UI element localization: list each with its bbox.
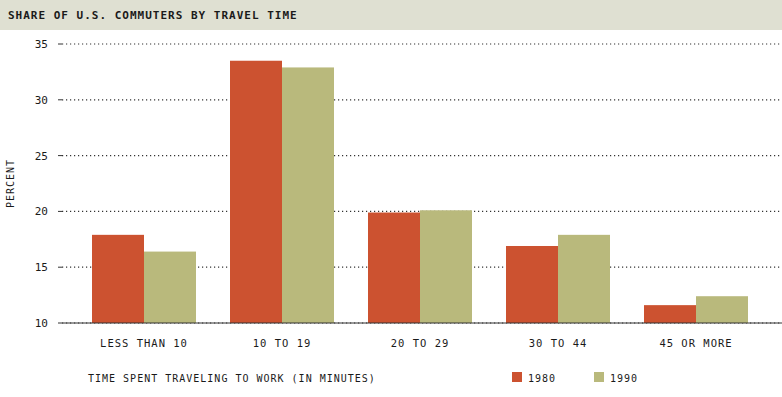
bar	[696, 296, 748, 323]
bar	[420, 210, 472, 323]
chart-container: SHARE OF U.S. COMMUTERS BY TRAVEL TIME 10…	[0, 0, 782, 397]
bar	[644, 305, 696, 323]
bar	[92, 235, 144, 323]
y-tick	[58, 267, 62, 268]
y-tick	[58, 44, 62, 45]
bars	[92, 61, 748, 323]
y-tick	[58, 155, 62, 156]
y-tick	[58, 211, 62, 212]
x-tick-label: 45 OR MORE	[659, 337, 732, 349]
chart-svg: SHARE OF U.S. COMMUTERS BY TRAVEL TIME 10…	[0, 0, 782, 397]
y-tick-label: 25	[35, 150, 48, 163]
x-tick-label: 10 TO 19	[253, 337, 312, 349]
legend-label: 1980	[528, 373, 556, 384]
legend-swatch	[512, 372, 522, 382]
bar	[558, 235, 610, 323]
y-tick-label: 30	[35, 94, 48, 107]
bar	[230, 61, 282, 323]
x-tick-label: 30 TO 44	[529, 337, 588, 349]
title: SHARE OF U.S. COMMUTERS BY TRAVEL TIME	[8, 9, 298, 22]
bar	[282, 67, 334, 323]
y-tick-label: 35	[35, 38, 48, 51]
y-tick	[58, 99, 62, 100]
grid-line	[62, 43, 782, 44]
bar	[144, 252, 196, 323]
grid-line	[62, 322, 782, 323]
x-tick-label: 20 TO 29	[391, 337, 450, 349]
header-band	[0, 0, 782, 30]
bar	[506, 246, 558, 323]
legend-label: 1990	[610, 373, 638, 384]
x-axis-line	[62, 323, 782, 324]
y-tick-label: 15	[35, 261, 48, 274]
grid-line	[62, 99, 782, 100]
y-axis-label: PERCENT	[5, 159, 16, 208]
x-axis-label: TIME SPENT TRAVELING TO WORK (IN MINUTES…	[88, 373, 376, 384]
y-tick-label: 10	[35, 317, 48, 330]
y-tick-label: 20	[35, 205, 48, 218]
grid-line	[62, 155, 782, 156]
bar	[368, 213, 420, 323]
legend-swatch	[594, 372, 604, 382]
y-tick	[58, 323, 62, 324]
x-tick-label: LESS THAN 10	[100, 337, 188, 349]
